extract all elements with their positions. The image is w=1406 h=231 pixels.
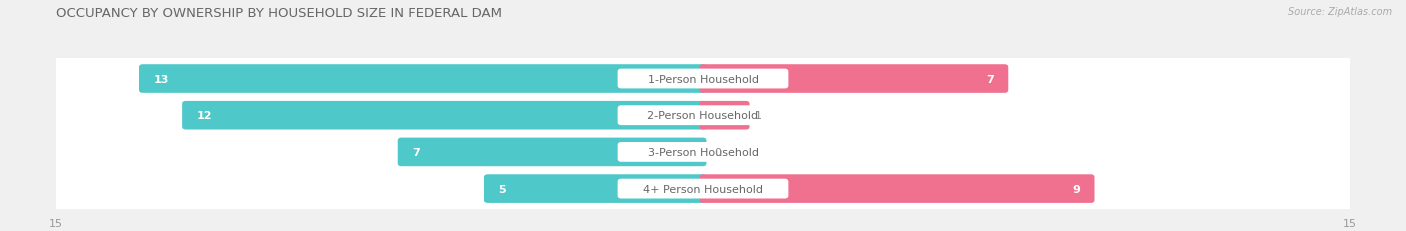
FancyBboxPatch shape [49,95,1357,136]
Text: OCCUPANCY BY OWNERSHIP BY HOUSEHOLD SIZE IN FEDERAL DAM: OCCUPANCY BY OWNERSHIP BY HOUSEHOLD SIZE… [56,7,502,20]
FancyBboxPatch shape [700,175,1094,203]
FancyBboxPatch shape [49,59,1357,100]
Text: 3-Person Household: 3-Person Household [648,147,758,157]
FancyBboxPatch shape [617,142,789,162]
FancyBboxPatch shape [617,106,789,126]
Text: Source: ZipAtlas.com: Source: ZipAtlas.com [1288,7,1392,17]
Text: 1: 1 [755,111,762,121]
FancyBboxPatch shape [700,101,749,130]
FancyBboxPatch shape [484,175,706,203]
Text: 1-Person Household: 1-Person Household [648,74,758,84]
FancyBboxPatch shape [139,65,706,93]
Text: 12: 12 [197,111,212,121]
FancyBboxPatch shape [49,168,1357,209]
Text: 5: 5 [498,184,506,194]
FancyBboxPatch shape [398,138,706,167]
Text: 13: 13 [153,74,169,84]
Text: 4+ Person Household: 4+ Person Household [643,184,763,194]
FancyBboxPatch shape [700,65,1008,93]
Text: 0: 0 [714,147,721,157]
FancyBboxPatch shape [617,69,789,89]
Text: 9: 9 [1073,184,1080,194]
FancyBboxPatch shape [49,132,1357,173]
FancyBboxPatch shape [617,179,789,199]
FancyBboxPatch shape [183,101,706,130]
Text: 7: 7 [412,147,420,157]
Text: 7: 7 [986,74,994,84]
Text: 2-Person Household: 2-Person Household [647,111,759,121]
